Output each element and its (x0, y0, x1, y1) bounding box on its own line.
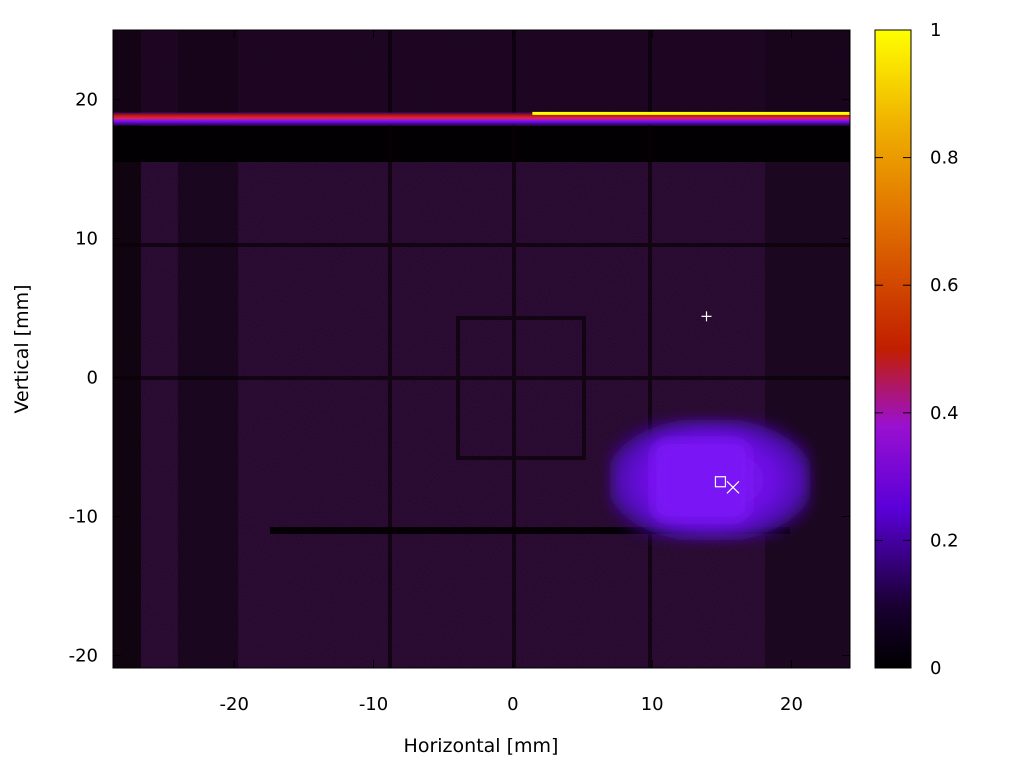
colorbar-tick-label: 0.4 (930, 403, 959, 424)
bright-spot-core (652, 440, 750, 521)
x-axis-title: Horizontal [mm] (404, 735, 559, 757)
dark-band-mid-left (178, 30, 238, 668)
saturated-line (532, 111, 850, 115)
x-axis-ticks: -20 -10 0 10 20 (220, 30, 803, 715)
dark-band-top (113, 30, 850, 112)
marker-square (714, 476, 727, 488)
colorbar-ticks: 0 0.2 0.4 0.6 0.8 1 (875, 20, 959, 679)
colorbar-tick-label: 0.8 (930, 148, 959, 169)
colorbar-tick-label: 1 (930, 20, 941, 41)
dark-band-left (113, 30, 141, 668)
y-tick-label: 10 (75, 228, 98, 249)
colorbar: 0 0.2 0.4 0.6 0.8 1 (874, 20, 959, 679)
markers-group (701, 311, 740, 494)
marker-x (726, 480, 740, 494)
colorbar-tick-label: 0 (930, 658, 941, 679)
faint-structures (113, 30, 850, 668)
dark-band-right (765, 30, 850, 668)
x-tick-label: -10 (359, 694, 388, 715)
hot-stripe (113, 112, 850, 126)
x-tick-label: -20 (220, 694, 249, 715)
heatmap-plot-area (113, 30, 850, 668)
y-axis-ticks: -20 -10 0 10 20 (69, 89, 850, 666)
y-tick-label: 20 (75, 89, 98, 110)
colorbar-tick-label: 0.2 (930, 530, 959, 551)
faint-square (456, 316, 586, 460)
x-tick-label: 0 (507, 694, 518, 715)
y-tick-label: -10 (69, 506, 98, 527)
dark-line-under-spot (270, 527, 790, 534)
colorbar-gradient (874, 29, 912, 669)
colorbar-tick-label: 0.6 (930, 275, 959, 296)
plot-frame (112, 29, 851, 669)
y-tick-label: -20 (69, 645, 98, 666)
x-tick-label: 20 (780, 694, 803, 715)
dark-band-under-stripe (113, 126, 850, 162)
x-tick-label: 10 (641, 694, 664, 715)
y-axis-title: Vertical [mm] (11, 284, 33, 413)
y-tick-label: 0 (87, 367, 98, 388)
